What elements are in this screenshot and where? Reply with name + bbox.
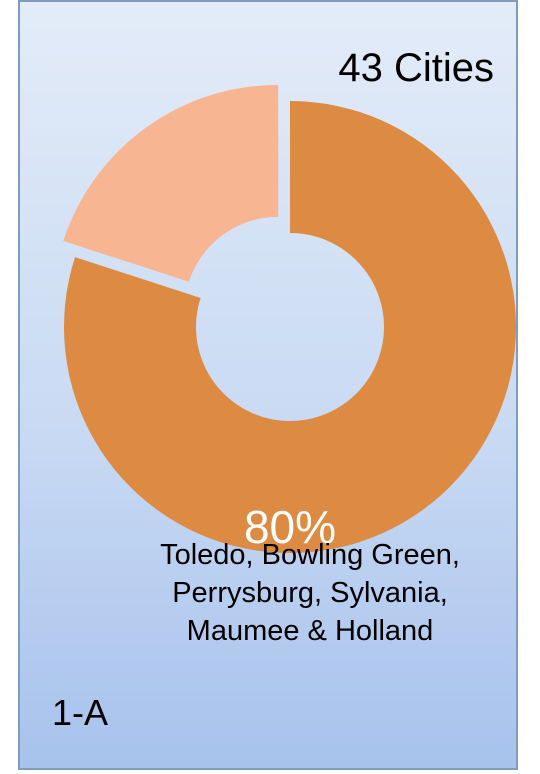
donut-chart: 80% [63, 84, 516, 553]
chart-panel: 43 Cities 80% Toledo, Bowling Green, Per… [18, 0, 518, 770]
donut-slice-2 [63, 84, 279, 282]
donut-data-labels: 80% [244, 501, 336, 553]
donut-slices [63, 84, 516, 553]
donut-slice-1 [64, 101, 516, 553]
chart-caption: Toledo, Bowling Green, Perrysburg, Sylva… [160, 539, 460, 647]
figure-label: 1-A [52, 692, 109, 733]
city-count-headline: 43 Cities [338, 46, 494, 90]
slice-1-data-label: 80% [244, 501, 336, 553]
